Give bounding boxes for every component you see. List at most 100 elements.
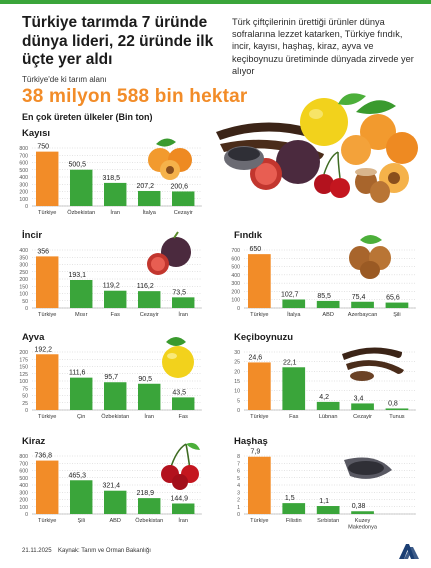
category-label: İran xyxy=(110,209,120,216)
value-label: 73,5 xyxy=(172,289,186,296)
category-label: Türkiye xyxy=(250,414,268,420)
chart-title: Haşhaş xyxy=(234,436,268,447)
value-label: 218,9 xyxy=(136,490,154,497)
y-tick-label: 200 xyxy=(19,277,28,283)
category-label: İtalya xyxy=(287,311,301,318)
category-label: Cezayir xyxy=(353,414,372,420)
bar-ozbekistan xyxy=(138,498,161,514)
value-label: 1,5 xyxy=(285,495,295,502)
category-label: Kuzey xyxy=(355,518,371,524)
category-label: Azerbaycan xyxy=(348,312,378,318)
value-label: 3,4 xyxy=(354,395,364,402)
value-label: 102,7 xyxy=(281,291,299,298)
y-tick-label: 300 xyxy=(231,281,240,287)
chart-title: Fındık xyxy=(234,230,262,241)
y-tick-label: 0 xyxy=(25,408,28,414)
y-tick-label: 400 xyxy=(19,483,28,489)
bar-lubnan xyxy=(316,401,340,410)
y-tick-label: 6 xyxy=(237,469,240,475)
value-label: 193,1 xyxy=(68,272,86,279)
value-label: 144,9 xyxy=(170,495,188,502)
y-tick-label: 0 xyxy=(25,204,28,210)
y-tick-label: 150 xyxy=(19,284,28,290)
y-tick-label: 100 xyxy=(19,379,28,385)
category-label: Sırbistan xyxy=(317,518,339,524)
y-tick-label: 400 xyxy=(19,175,28,181)
chart-title: İncir xyxy=(22,230,43,241)
cherry-icon xyxy=(161,442,200,490)
bar-i-ran xyxy=(104,182,127,206)
bar-fas xyxy=(172,397,195,410)
chart-title: Keçiboynuzu xyxy=(234,332,294,343)
bar-azerbaycan xyxy=(351,301,374,308)
fig-icon xyxy=(147,231,191,275)
value-label: 356 xyxy=(37,248,49,255)
chart-ayva: Ayva 0 25 50 75 100 125 150 175 200 192,2 Türkiye 11… xyxy=(6,332,211,424)
y-tick-label: 5 xyxy=(237,476,240,482)
bar-sili xyxy=(70,480,93,514)
y-tick-label: 200 xyxy=(19,350,28,356)
category-label: Cezayir xyxy=(140,312,159,318)
y-tick-label: 300 xyxy=(19,182,28,188)
bar-chart-svg: 0 100 200 300 400 500 600 700 650 Türkiye 102,7 İta… xyxy=(231,235,416,318)
value-label: 500,5 xyxy=(68,162,86,169)
y-tick-label: 600 xyxy=(19,161,28,167)
chart-title: Ayva xyxy=(22,332,45,343)
y-tick-label: 0 xyxy=(25,512,28,518)
value-label: 465,3 xyxy=(68,472,86,479)
category-label: İran xyxy=(178,517,188,524)
y-tick-label: 600 xyxy=(231,256,240,262)
bar-i-ran xyxy=(138,383,161,410)
y-tick-label: 200 xyxy=(19,190,28,196)
bar-sili xyxy=(385,302,409,308)
value-label: 65,6 xyxy=(386,295,400,302)
category-label: Makedonya xyxy=(348,525,378,531)
value-label: 0,38 xyxy=(352,503,366,510)
category-label: Çin xyxy=(77,414,85,420)
category-label: ABD xyxy=(109,518,121,524)
y-tick-label: 250 xyxy=(19,270,28,276)
apricot-icon xyxy=(148,138,192,180)
poppy-seed-icon xyxy=(344,457,392,479)
bar-fas xyxy=(282,367,306,410)
y-tick-label: 175 xyxy=(19,357,28,363)
chart-hashas: Haşhaş 0 1 2 3 4 5 6 7 8 7,9 Türkiye 1,5 Filistin 1,1 S… xyxy=(218,436,425,536)
y-tick-label: 700 xyxy=(19,461,28,467)
chart-title: Kayısı xyxy=(22,128,50,139)
category-label: Türkiye xyxy=(38,210,56,216)
chart-kayisi: Kayısı 0 100 200 300 400 500 600 700 800 750 Türkiy… xyxy=(6,128,211,220)
value-label: 7,9 xyxy=(250,449,260,456)
value-label: 207,2 xyxy=(136,183,154,190)
y-tick-label: 25 xyxy=(234,360,240,366)
y-tick-label: 3 xyxy=(237,490,240,496)
bar-turkiye xyxy=(36,460,59,514)
bar-turkiye xyxy=(36,151,59,206)
category-label: Fas xyxy=(179,414,189,420)
bar-turkiye xyxy=(248,456,271,514)
category-label: ABD xyxy=(322,312,334,318)
category-label: Türkiye xyxy=(250,312,268,318)
value-label: 22,1 xyxy=(283,359,297,366)
value-label: 192,2 xyxy=(34,346,52,353)
page-title: Türkiye tarımda 7 üründe dünya lideri, 2… xyxy=(22,14,214,68)
y-tick-label: 10 xyxy=(234,389,240,395)
y-tick-label: 30 xyxy=(234,350,240,356)
y-tick-label: 8 xyxy=(237,454,240,460)
bar-cin xyxy=(70,377,93,410)
y-tick-label: 700 xyxy=(19,153,28,159)
y-tick-label: 50 xyxy=(22,299,28,305)
bar-cezayir xyxy=(138,291,161,308)
y-tick-label: 2 xyxy=(237,498,240,504)
y-tick-label: 100 xyxy=(19,197,28,203)
y-tick-label: 600 xyxy=(19,469,28,475)
y-tick-label: 800 xyxy=(19,146,28,152)
category-label: Türkiye xyxy=(38,414,56,420)
y-tick-label: 500 xyxy=(19,476,28,482)
bar-cezayir xyxy=(172,191,195,206)
y-tick-label: 400 xyxy=(19,248,28,254)
value-label: 736,8 xyxy=(34,453,52,460)
